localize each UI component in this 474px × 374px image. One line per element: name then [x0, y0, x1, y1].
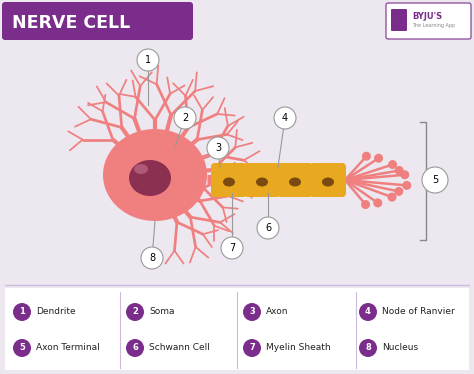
Text: 4: 4 [282, 113, 288, 123]
Ellipse shape [322, 178, 334, 187]
Circle shape [243, 303, 261, 321]
Circle shape [243, 339, 261, 357]
Text: 2: 2 [182, 113, 188, 123]
Text: 1: 1 [19, 307, 25, 316]
Text: 8: 8 [149, 253, 155, 263]
Circle shape [402, 181, 411, 190]
Circle shape [400, 170, 409, 179]
Circle shape [388, 160, 397, 169]
Text: Nucleus: Nucleus [382, 343, 418, 353]
Circle shape [387, 193, 396, 202]
Ellipse shape [289, 178, 301, 187]
Ellipse shape [256, 178, 268, 187]
Circle shape [257, 217, 279, 239]
Circle shape [126, 303, 144, 321]
Ellipse shape [103, 129, 207, 221]
Text: Myelin Sheath: Myelin Sheath [266, 343, 331, 353]
Circle shape [207, 137, 229, 159]
Circle shape [221, 237, 243, 259]
Circle shape [395, 166, 404, 175]
Circle shape [359, 303, 377, 321]
Text: 3: 3 [249, 307, 255, 316]
Ellipse shape [223, 178, 235, 187]
Circle shape [362, 152, 371, 161]
Text: BYJU'S: BYJU'S [412, 12, 442, 21]
Circle shape [373, 199, 382, 208]
FancyBboxPatch shape [277, 163, 313, 197]
Text: The Learning App: The Learning App [412, 22, 455, 28]
Ellipse shape [129, 160, 171, 196]
FancyBboxPatch shape [211, 163, 247, 197]
Ellipse shape [134, 164, 148, 174]
Text: Schwann Cell: Schwann Cell [149, 343, 210, 353]
Text: 5: 5 [432, 175, 438, 185]
FancyBboxPatch shape [391, 9, 407, 31]
FancyBboxPatch shape [386, 3, 471, 39]
Text: NERVE CELL: NERVE CELL [12, 14, 130, 32]
Text: 4: 4 [365, 307, 371, 316]
Text: Node of Ranvier: Node of Ranvier [382, 307, 455, 316]
Circle shape [137, 49, 159, 71]
Text: 6: 6 [132, 343, 138, 353]
Text: 5: 5 [19, 343, 25, 353]
Text: Axon: Axon [266, 307, 289, 316]
FancyBboxPatch shape [2, 2, 193, 40]
Circle shape [174, 107, 196, 129]
Text: 2: 2 [132, 307, 138, 316]
Circle shape [361, 200, 370, 209]
Text: Soma: Soma [149, 307, 174, 316]
Text: 7: 7 [229, 243, 235, 253]
FancyBboxPatch shape [5, 288, 469, 370]
Circle shape [422, 167, 448, 193]
Text: 7: 7 [249, 343, 255, 353]
FancyBboxPatch shape [310, 163, 346, 197]
Text: Axon Terminal: Axon Terminal [36, 343, 100, 353]
Circle shape [13, 303, 31, 321]
Circle shape [13, 339, 31, 357]
FancyBboxPatch shape [244, 163, 280, 197]
Text: 1: 1 [145, 55, 151, 65]
Text: 3: 3 [215, 143, 221, 153]
Text: 6: 6 [265, 223, 271, 233]
Circle shape [394, 187, 403, 196]
Circle shape [126, 339, 144, 357]
Circle shape [359, 339, 377, 357]
Circle shape [274, 107, 296, 129]
Text: Dendrite: Dendrite [36, 307, 76, 316]
Text: 8: 8 [365, 343, 371, 353]
Circle shape [141, 247, 163, 269]
Circle shape [374, 154, 383, 163]
